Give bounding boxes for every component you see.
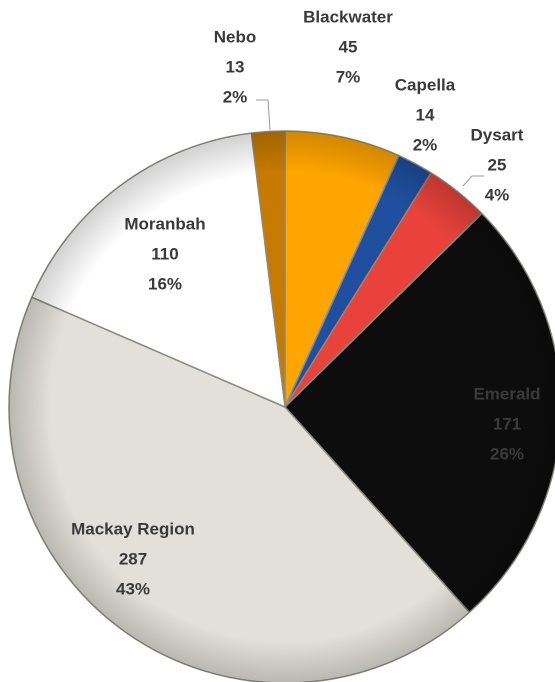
slice-label-name: Blackwater (303, 7, 393, 26)
slice-label-value: 287 (119, 549, 147, 568)
slice-label-percent: 26% (490, 444, 524, 463)
slice-label-percent: 2% (413, 135, 438, 154)
slice-label-value: 110 (151, 244, 178, 263)
slice-label-value: 25 (488, 155, 507, 174)
leader-line (256, 99, 271, 131)
slice-label-value: 171 (493, 414, 521, 433)
labels: Nebo 13 2% Blackwater 45 7% Capella 14 2% Dysart 2… (71, 7, 540, 598)
slice-label-name: Moranbah (124, 214, 205, 233)
slice-label-name: Nebo (214, 27, 257, 46)
slice-label-name: Emerald (473, 384, 540, 403)
slice-label-percent: 2% (223, 87, 248, 106)
slice-label-percent: 7% (336, 67, 361, 86)
pie-shade (9, 131, 555, 682)
pie (8, 130, 555, 682)
slice-label-percent: 16% (148, 274, 182, 293)
leader-line (462, 175, 484, 187)
slice-label-percent: 43% (116, 579, 150, 598)
slice-label-value: 14 (416, 105, 435, 124)
slice-label-name: Dysart (471, 125, 524, 144)
slice-label-name: Mackay Region (71, 519, 195, 538)
slice-label-name: Capella (395, 75, 456, 94)
slice-label-value: 13 (226, 57, 245, 76)
slice-label-percent: 4% (485, 185, 510, 204)
slice-label-value: 45 (339, 37, 358, 56)
